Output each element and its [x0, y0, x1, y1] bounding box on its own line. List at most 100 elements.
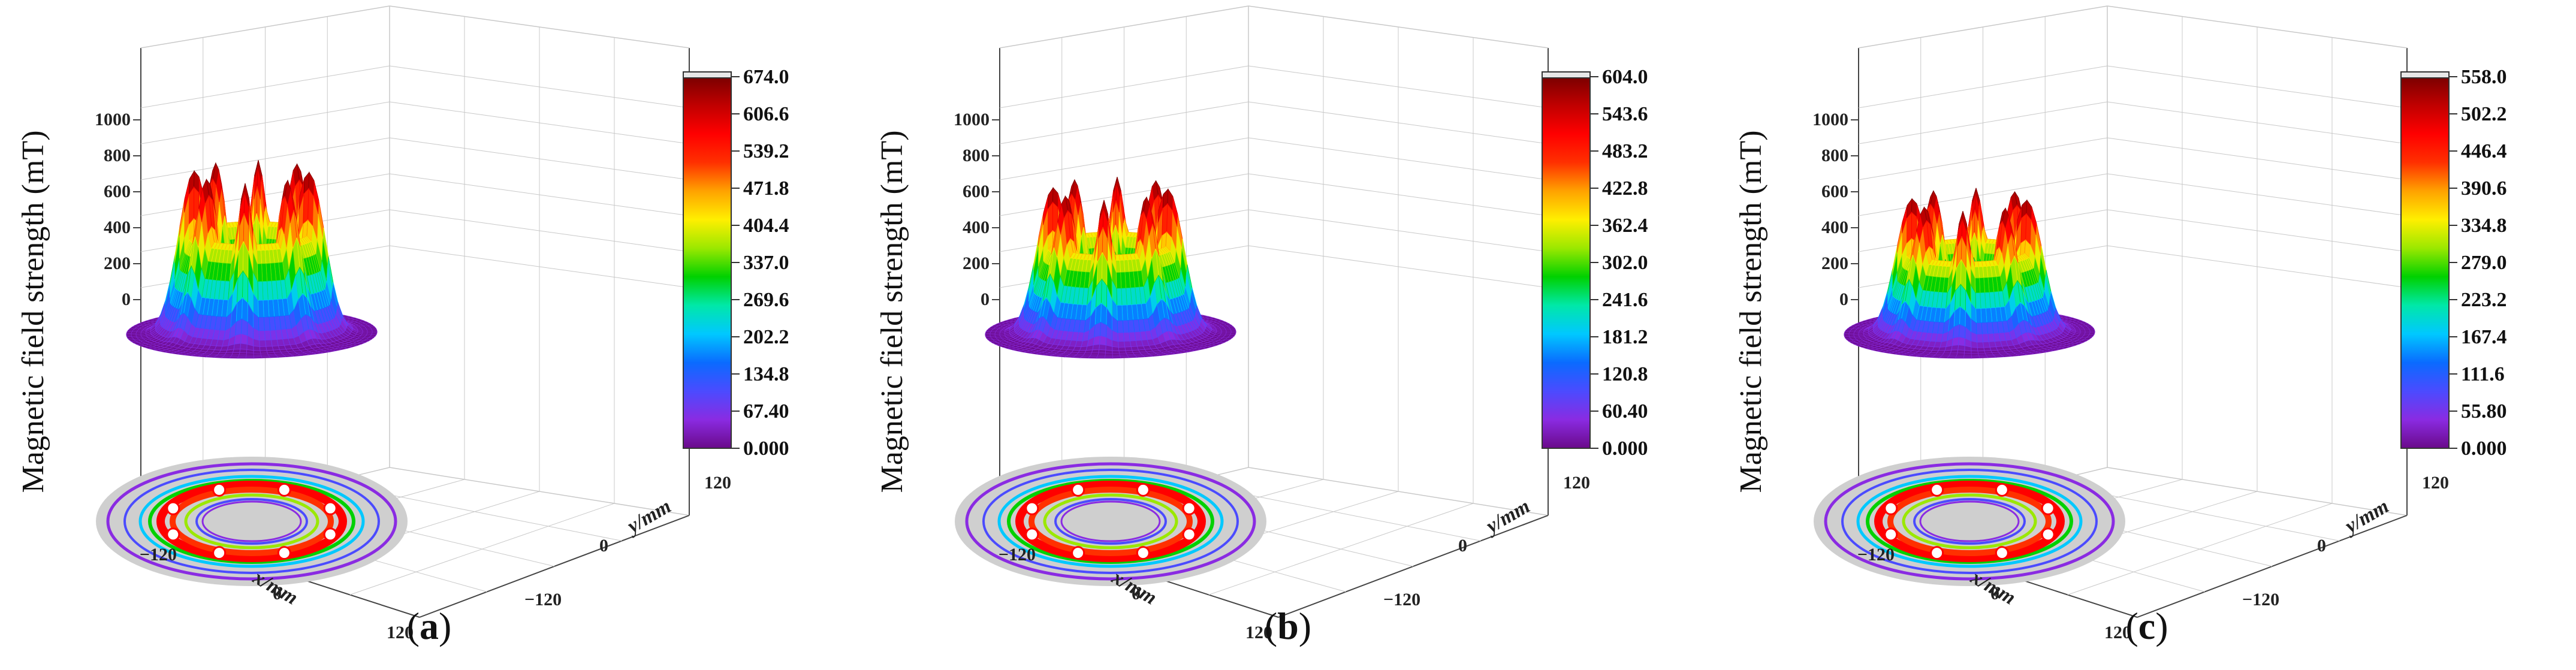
z-tick-label: 200	[963, 253, 990, 273]
floor-contour	[123, 469, 380, 574]
z-axis-label: Magnetic field strength (mT)	[875, 130, 909, 493]
colorbar-tick-label: 0.000	[743, 437, 789, 460]
surface-cell	[253, 345, 261, 351]
grid-line	[140, 65, 390, 108]
surface-cell	[1115, 271, 1122, 289]
floor-contour	[1015, 481, 1206, 562]
floor-peak-marker	[166, 501, 180, 515]
floor-contour	[138, 475, 365, 568]
grid-line	[140, 173, 390, 216]
colorbar-tick-label: 337.0	[743, 252, 789, 274]
grid-line	[999, 173, 1249, 216]
floor-contour	[201, 500, 302, 542]
surface-cell	[258, 330, 266, 341]
grid-line	[389, 65, 690, 108]
z-axis-label: Magnetic field strength (mT)	[16, 130, 50, 493]
z-tick-label: 400	[963, 218, 990, 237]
floor-peak-marker	[212, 546, 227, 560]
floor-peak-marker	[1136, 546, 1150, 560]
colorbar-tick-label: 404.4	[743, 215, 789, 237]
floor-contour	[156, 481, 347, 562]
surface-cell	[263, 316, 271, 331]
surface-cell	[239, 352, 247, 355]
x-tick-label: 120	[387, 623, 414, 642]
z-tick-label: 600	[963, 182, 990, 201]
y-tick-label: −120	[524, 590, 562, 609]
grid-line	[1248, 245, 1549, 288]
grid-line	[389, 101, 690, 144]
y-tick-label: 0	[599, 536, 608, 556]
surface-cell	[1121, 288, 1127, 306]
floor-contour	[170, 487, 334, 556]
floor-contour	[982, 469, 1239, 574]
colorbar-tick-label: 202.2	[743, 326, 789, 348]
surface-cell	[1122, 319, 1130, 333]
surface-cell	[264, 330, 272, 341]
floor-peak-marker	[1025, 527, 1039, 542]
z-tick-label: 800	[963, 146, 990, 165]
floor-contour	[997, 475, 1224, 568]
grid-line	[1248, 65, 1549, 108]
floor-peak-marker	[1136, 482, 1150, 497]
z-tick-label: 800	[104, 146, 131, 165]
z-tick-label: 0	[122, 289, 131, 309]
surface-cell	[256, 244, 261, 251]
y-tick-label: 120	[704, 473, 731, 493]
z-tick-label: 0	[981, 289, 990, 309]
surface-cell	[1116, 288, 1123, 306]
surface-mesh	[126, 160, 378, 359]
colorbar-tick-label: 606.6	[743, 103, 789, 125]
colorbar-tick-label: 134.8	[743, 363, 789, 385]
grid-line	[349, 503, 615, 595]
floor-peak-marker	[166, 527, 180, 542]
grid-line	[1248, 173, 1549, 216]
colorbar	[683, 76, 732, 449]
chart-panel-a: 1000 800 600 400 200 0 Magnetic field strength…	[0, 0, 858, 670]
surface-cell	[253, 350, 261, 354]
z-tick-label: 1000	[95, 110, 131, 129]
surface-cell	[266, 346, 274, 351]
x-tick-label: −120	[140, 545, 177, 565]
surface-cell	[265, 339, 273, 347]
floor-center	[1065, 503, 1156, 539]
floor-peak-marker	[277, 482, 291, 497]
surface-cell	[257, 263, 263, 282]
floor-contour	[965, 462, 1256, 581]
x-tick-label: 0	[273, 584, 282, 603]
y-axis-label: y/mm	[622, 495, 675, 539]
surface-cell	[245, 357, 255, 359]
surface-mesh	[985, 177, 1236, 359]
surface-cell	[262, 280, 269, 301]
colorbar-tick-label: 67.40	[743, 400, 789, 422]
surface-cell	[1115, 254, 1120, 261]
grid-line	[140, 137, 390, 180]
floor-contour	[195, 498, 308, 545]
floor-contour	[1060, 500, 1161, 542]
surface-cell	[237, 357, 246, 359]
surface-cell	[259, 346, 267, 351]
grid-line	[389, 245, 690, 288]
floor-peak-marker	[1071, 546, 1085, 560]
colorbar-tick-label: 471.8	[743, 177, 789, 200]
floor-contour	[184, 493, 319, 550]
surface-cell	[221, 357, 231, 359]
chart-panel-b: 1000 800 600 400 200 0 Magnetic field strength…	[859, 0, 1717, 670]
floor-peak-marker	[323, 527, 337, 542]
surface-cell	[253, 357, 263, 359]
colorbar-tick-label: 269.6	[743, 289, 789, 311]
z-tick-label: 600	[104, 182, 131, 201]
surface-cell	[1117, 304, 1123, 321]
surface-cell	[232, 349, 241, 353]
floor-peak-marker	[1025, 501, 1039, 515]
grid-line	[389, 137, 690, 180]
grid-line	[1208, 503, 1474, 595]
floor-center	[206, 503, 297, 539]
surface-cell	[246, 352, 254, 355]
floor-peak-marker	[277, 546, 291, 560]
floor-peak-marker	[1182, 527, 1196, 542]
surface-cell	[259, 340, 267, 347]
surface-cell	[372, 331, 378, 334]
floor-peak-marker	[323, 501, 337, 515]
